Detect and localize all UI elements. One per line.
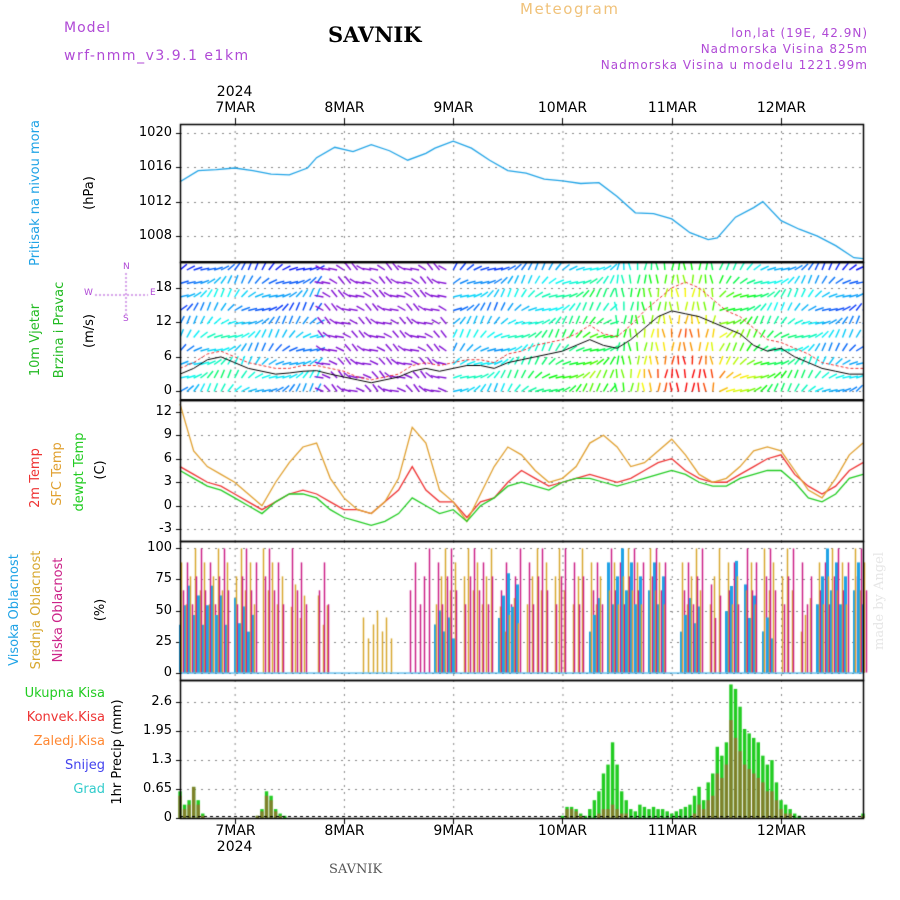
y-tick-label: -3 xyxy=(159,520,172,536)
y-tick-label: 0 xyxy=(163,664,172,680)
y-tick-label: 50 xyxy=(155,602,172,618)
y-tick-label: 9 xyxy=(163,426,172,442)
y-tick-label: 0 xyxy=(163,382,172,398)
precip-legend-2: Zaledj.Kisa xyxy=(33,734,105,749)
y-tick-label: 3 xyxy=(163,473,172,489)
x-tick-label-bottom: 8MAR xyxy=(324,823,365,839)
cloud-unit-label: (%) xyxy=(93,598,108,622)
x-tick-label-bottom: 12MAR xyxy=(756,823,807,839)
y-tick-label: 1.95 xyxy=(143,722,172,738)
cloud-high-axis-label: Visoka Oblacnost xyxy=(7,554,22,666)
model-label: Model xyxy=(64,20,112,36)
x-tick-label-top: 7MAR xyxy=(215,100,256,116)
chart-title: Meteogram xyxy=(520,0,620,18)
x-tick-label-top: 9MAR xyxy=(433,100,474,116)
y-tick-label: 18 xyxy=(155,279,172,295)
x-tick-label-top: 8MAR xyxy=(324,100,365,116)
y-tick-label: 0 xyxy=(163,809,172,825)
y-tick-label: 1.3 xyxy=(151,751,172,767)
cloud-low-axis-label: Niska Oblacnost xyxy=(51,557,66,663)
y-tick-label: 12 xyxy=(155,403,172,419)
compass-n: N xyxy=(123,262,130,272)
compass-e: E xyxy=(150,288,156,298)
precip-legend-1: Konvek.Kisa xyxy=(26,710,105,725)
compass-s: S xyxy=(123,314,129,324)
y-tick-label: 6 xyxy=(163,450,172,466)
station-title: SAVNIK xyxy=(328,22,422,47)
x-tick-label-bottom: 9MAR xyxy=(433,823,474,839)
x-tick-label-top: 10MAR xyxy=(537,100,588,116)
y-tick-label: 2.6 xyxy=(151,693,172,709)
year-label-bottom: 2024 xyxy=(216,839,253,855)
x-tick-label-bottom: 11MAR xyxy=(647,823,698,839)
footer-station: SAVNIK xyxy=(329,862,383,877)
precip-legend-0: Ukupna Kisa xyxy=(24,686,105,701)
model-name: wrf-nmm_v3.9.1 e1km xyxy=(64,48,250,64)
precip-legend-4: Grad xyxy=(73,782,105,797)
x-tick-label-bottom: 10MAR xyxy=(537,823,588,839)
y-tick-label: 0.65 xyxy=(143,780,172,796)
y-tick-label: 1020 xyxy=(138,124,172,140)
year-label-top: 2024 xyxy=(216,84,253,100)
y-tick-label: 1016 xyxy=(138,158,172,174)
precip-axis-label: 1hr Precip (mm) xyxy=(110,699,125,805)
precip-legend-3: Snijeg xyxy=(65,758,105,773)
cloud-mid-axis-label: Srednja Oblacnost xyxy=(29,550,44,670)
y-tick-label: 25 xyxy=(155,633,172,649)
y-tick-label: 12 xyxy=(155,313,172,329)
y-tick-label: 100 xyxy=(147,539,172,555)
model-elevation-label: Nadmorska Visina u modelu 1221.99m xyxy=(600,58,868,72)
dewpt-axis-label: dewpt Temp xyxy=(72,432,87,512)
x-tick-label-top: 12MAR xyxy=(756,100,807,116)
y-tick-label: 75 xyxy=(155,570,172,586)
y-tick-label: 1012 xyxy=(138,193,172,209)
x-tick-label-top: 11MAR xyxy=(647,100,698,116)
y-tick-label: 0 xyxy=(163,497,172,513)
y-tick-label: 6 xyxy=(163,348,172,364)
y-tick-label: 1008 xyxy=(138,227,172,243)
lonlat-label: lon,lat (19E, 42.9N) xyxy=(731,26,868,40)
elevation-label: Nadmorska Visina 825m xyxy=(700,42,868,56)
compass-w: W xyxy=(84,288,93,298)
x-tick-label-bottom: 7MAR xyxy=(215,823,256,839)
credit-watermark: made by Angel xyxy=(872,552,887,650)
